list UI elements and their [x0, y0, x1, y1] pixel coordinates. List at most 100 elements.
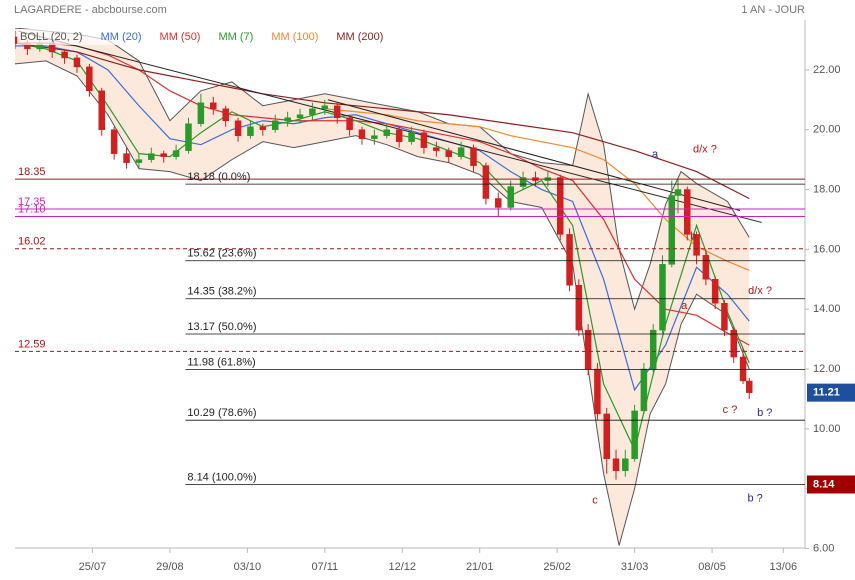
- candle-body: [507, 186, 514, 208]
- candle-body: [333, 105, 341, 118]
- x-tick-label: 13/06: [770, 561, 798, 573]
- candle-body: [693, 234, 700, 256]
- price-badge: [807, 475, 855, 494]
- candle-body: [110, 129, 118, 154]
- candle-body: [247, 126, 254, 136]
- candle-body: [73, 57, 81, 68]
- x-tick-label: 07/11: [311, 561, 338, 573]
- fib-label: 18.18 (0.0%): [187, 171, 250, 183]
- legend-entry: BOLL (20, 2): [20, 31, 83, 43]
- candle-body: [584, 329, 592, 370]
- candle-body: [745, 380, 753, 393]
- x-tick-label: 25/07: [79, 561, 107, 573]
- candle-body: [172, 150, 180, 157]
- candle-body: [557, 177, 564, 235]
- candle-body: [674, 189, 682, 196]
- candle-body: [622, 458, 629, 471]
- annotation: b: [690, 230, 696, 242]
- moving-average: [324, 108, 750, 271]
- bollinger-fill: [15, 28, 750, 546]
- x-tick-label: 08/05: [698, 561, 726, 573]
- fib-label: 13.17 (50.0%): [187, 321, 256, 333]
- candle-body: [185, 123, 192, 151]
- candle-body: [659, 264, 666, 331]
- y-tick-label: 20.00: [813, 124, 841, 136]
- x-tick-label: 25/02: [543, 561, 571, 573]
- candle-body: [519, 177, 527, 187]
- annotation: c: [592, 495, 598, 507]
- annotation: d/x ?: [693, 144, 717, 156]
- x-tick-label: 29/08: [156, 561, 184, 573]
- annotation: a: [681, 300, 688, 312]
- plot-area: [15, 28, 762, 546]
- candle-body: [86, 66, 93, 92]
- x-tick-label: 12/12: [388, 561, 416, 573]
- legend-entry: MM (200): [336, 31, 383, 43]
- candle-body: [420, 132, 428, 148]
- candle-body: [445, 150, 452, 157]
- legend-entry: MM (50): [160, 31, 201, 43]
- candle-body: [640, 368, 648, 412]
- annotation: b ?: [757, 407, 772, 419]
- price-badge-label: 8.14: [813, 478, 835, 490]
- candle-body: [668, 195, 676, 265]
- candle-body: [148, 153, 155, 160]
- fib-label: 8.14 (100.0%): [187, 471, 256, 483]
- level-label: 12.59: [18, 338, 46, 350]
- fib-label: 15.62 (23.6%): [187, 248, 256, 260]
- candle-body: [395, 129, 403, 142]
- candle-body: [612, 458, 620, 471]
- level-label: 16.02: [18, 236, 46, 248]
- annotation: b ?: [747, 492, 762, 504]
- y-tick-label: 12.00: [813, 363, 841, 375]
- candle-body: [383, 129, 391, 136]
- trendline: [17, 30, 762, 223]
- candle-body: [575, 285, 583, 331]
- candle-body: [594, 368, 601, 415]
- candle-body: [702, 255, 710, 280]
- legend-entry: MM (7): [218, 31, 253, 43]
- chart-subtitle: 1 AN - JOUR: [741, 4, 805, 16]
- level-label: 17.35: [18, 196, 46, 208]
- candle-body: [123, 153, 130, 163]
- y-tick-label: 22.00: [813, 64, 841, 76]
- candle-body: [61, 51, 68, 59]
- x-tick-label: 21/01: [466, 561, 494, 573]
- price-badge: [807, 383, 855, 402]
- annotation: d/x ?: [748, 285, 772, 297]
- candle-body: [346, 117, 353, 130]
- moving-average: [15, 42, 750, 200]
- legend-entry: MM (20): [101, 31, 142, 43]
- candle-body: [730, 329, 737, 358]
- candle-body: [711, 279, 719, 304]
- price-badge-label: 11.21: [813, 387, 840, 399]
- level-label: 17.10: [18, 203, 46, 215]
- y-tick-label: 6.00: [813, 542, 834, 554]
- y-tick-label: 16.00: [813, 243, 841, 255]
- candle-body: [457, 147, 465, 157]
- annotation: a: [652, 148, 659, 160]
- candle-body: [296, 114, 304, 118]
- candle-body: [631, 410, 638, 460]
- x-tick-label: 31/03: [621, 561, 649, 573]
- candle-body: [197, 102, 205, 124]
- trendline: [327, 99, 741, 211]
- level-label: 18.35: [18, 166, 46, 178]
- candle-body: [408, 132, 415, 142]
- chart-title: LAGARDERE - abcbourse.com: [14, 4, 167, 16]
- candle-body: [649, 329, 657, 370]
- candle-body: [358, 129, 366, 139]
- fib-label: 11.98 (61.8%): [187, 357, 255, 369]
- candle-body: [721, 302, 728, 331]
- candle-body: [259, 126, 267, 130]
- fib-label: 14.35 (38.2%): [187, 286, 256, 298]
- candle-body: [135, 159, 143, 163]
- candle-body: [210, 102, 217, 110]
- candle-body: [222, 108, 229, 121]
- candle-body: [309, 108, 316, 116]
- candle-body: [603, 413, 610, 460]
- y-tick-label: 18.00: [813, 183, 841, 195]
- candle-body: [98, 90, 105, 130]
